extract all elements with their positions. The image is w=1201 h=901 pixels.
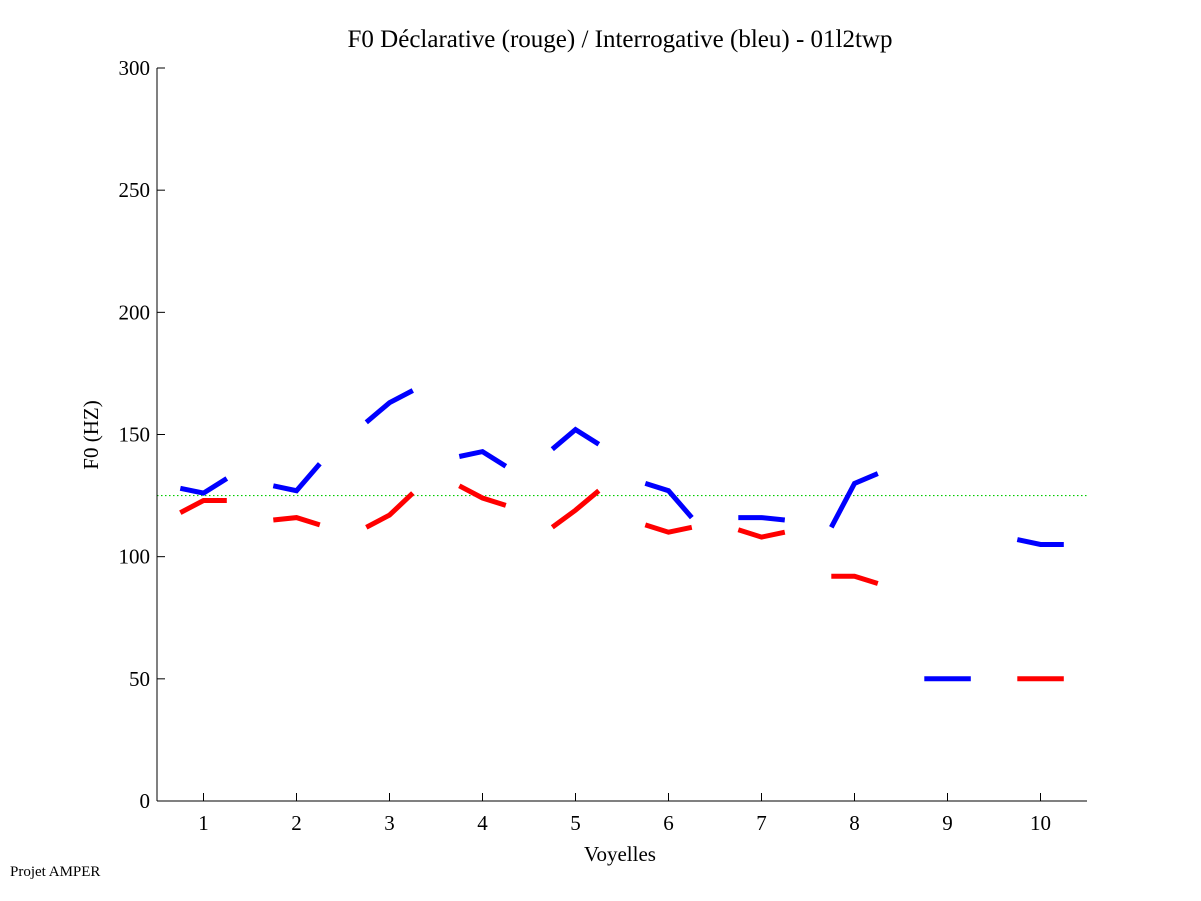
series-0-vowel-7-line (738, 515, 786, 523)
series-0-vowel-10-line (1016, 537, 1064, 547)
series-0-vowel-4-line (458, 448, 508, 469)
series-0-vowel-3-line (364, 388, 414, 425)
x-tick-label: 10 (1030, 811, 1051, 835)
x-tick-label: 7 (756, 811, 767, 835)
y-tick-label: 0 (140, 789, 151, 813)
series-0-vowel-8-line (829, 471, 879, 529)
chart-title: F0 Déclarative (rouge) / Interrogative (… (348, 26, 893, 53)
series-0-vowel-5-line (550, 426, 601, 452)
y-tick-label: 250 (119, 178, 151, 202)
series-0-vowel-2-line (272, 462, 322, 494)
series-1-vowel-1-line (179, 498, 227, 515)
footer-label: Projet AMPER (10, 864, 101, 880)
y-tick-label: 100 (119, 545, 151, 569)
x-tick-label: 4 (477, 811, 488, 835)
x-tick-label: 1 (198, 811, 209, 835)
series-1-vowel-8-line (831, 573, 879, 586)
series-1-vowel-3-line (365, 491, 415, 530)
x-tick-label: 3 (384, 811, 395, 835)
y-tick-label: 150 (119, 423, 151, 447)
y-axis-label: F0 (HZ) (79, 400, 103, 469)
series-1-vowel-7-line (737, 527, 786, 540)
x-tick-label: 5 (570, 811, 581, 835)
series-1-vowel-5-line (550, 488, 601, 530)
series-layer (179, 388, 1064, 682)
series-1-vowel-2-line (273, 515, 321, 528)
series-1-vowel-6-line (644, 522, 693, 535)
series-0-vowel-6-line (644, 481, 694, 520)
x-tick-label: 8 (849, 811, 860, 835)
series-0 (179, 388, 1064, 682)
series-1-vowel-4-line (458, 483, 507, 508)
y-tick-label: 50 (129, 667, 150, 691)
series-1 (179, 483, 1064, 682)
axes-layer: 0 50 100 150 200 250 300 1 2 3 4 5 6 7 8 9 10 (119, 56, 1087, 835)
y-tick-label: 300 (119, 56, 151, 80)
x-tick-label: 2 (291, 811, 302, 835)
x-tick-label: 9 (942, 811, 953, 835)
x-tick-label: 6 (663, 811, 674, 835)
series-0-vowel-1-line (179, 476, 229, 496)
x-axis-label: Voyelles (584, 842, 656, 866)
y-tick-label: 200 (119, 300, 151, 324)
